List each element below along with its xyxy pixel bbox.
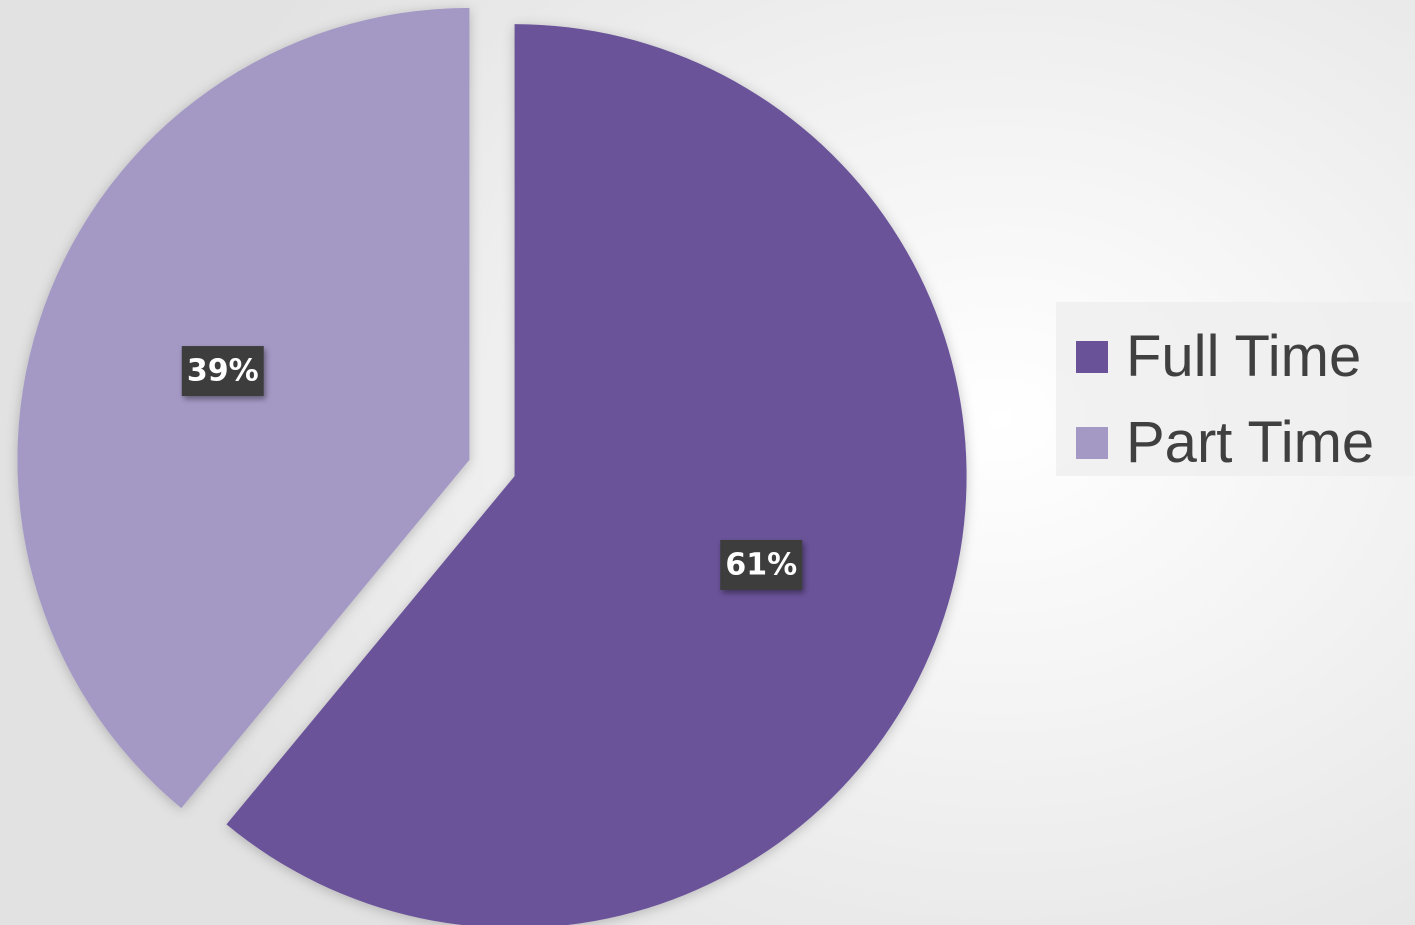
pie-slice-part-time[interactable] <box>17 7 470 809</box>
data-label-box <box>720 539 803 590</box>
data-label-text: 39% <box>187 354 259 389</box>
legend: Full Time Part Time <box>1056 302 1413 476</box>
legend-label-part-time: Part Time <box>1126 410 1375 475</box>
legend-item-part-time[interactable]: Part Time <box>1076 400 1413 486</box>
legend-item-full-time[interactable]: Full Time <box>1076 314 1413 400</box>
data-label-part-time: 39% <box>181 346 264 397</box>
data-label-box <box>181 346 264 397</box>
pie-slices <box>17 7 967 925</box>
pie-slice-full-time[interactable] <box>226 24 967 925</box>
legend-swatch-part-time <box>1076 427 1108 459</box>
legend-label-full-time: Full Time <box>1126 324 1362 389</box>
pie-data-labels: 61% 39% <box>181 346 803 590</box>
legend-swatch-full-time <box>1076 341 1108 373</box>
data-label-text: 61% <box>725 547 797 582</box>
data-label-full-time: 61% <box>720 539 803 590</box>
